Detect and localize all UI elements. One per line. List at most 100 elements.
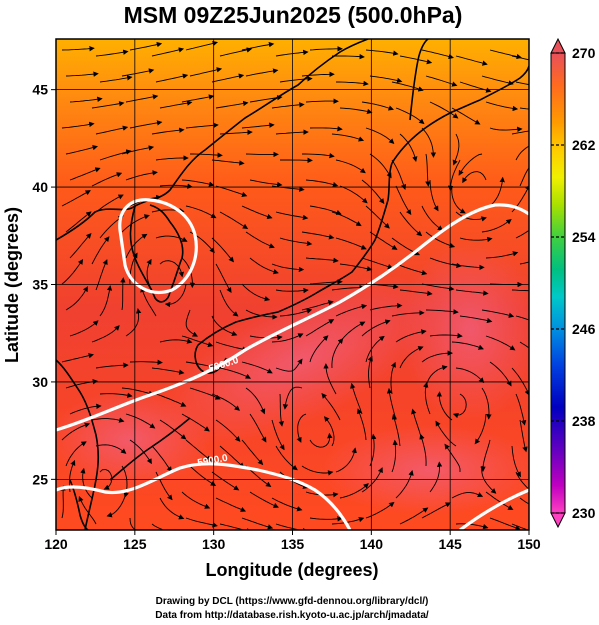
latitude-tick-labels: 25 30 35 40 45	[32, 82, 56, 487]
streamline	[140, 286, 157, 317]
streamline	[519, 497, 529, 505]
streamline	[185, 361, 219, 370]
height-contour-5900	[56, 198, 529, 530]
streamline	[159, 338, 193, 344]
streamline	[279, 308, 313, 317]
streamline	[249, 491, 279, 508]
streamline	[151, 445, 172, 473]
streamline	[99, 285, 113, 317]
streamline	[425, 153, 431, 187]
streamline	[91, 172, 123, 187]
streamline	[339, 483, 369, 499]
streamline	[65, 71, 99, 77]
streamline	[69, 403, 102, 415]
streamline	[296, 413, 307, 443]
streamline	[452, 393, 467, 419]
streamline	[361, 179, 385, 205]
streamline	[395, 263, 428, 276]
streamline	[164, 283, 187, 308]
streamline	[367, 355, 373, 389]
streamline	[241, 517, 274, 530]
streamline	[219, 211, 249, 229]
streamline	[99, 149, 132, 161]
streamline	[185, 205, 217, 219]
streamline	[515, 315, 529, 321]
streamline	[275, 49, 309, 57]
streamline	[481, 75, 514, 86]
streamline	[305, 179, 339, 188]
streamline	[215, 419, 241, 442]
streamline	[452, 133, 460, 166]
streamline	[361, 101, 394, 111]
streamline	[391, 310, 425, 317]
streamline	[159, 497, 185, 520]
streamline	[275, 287, 309, 294]
streamline	[155, 393, 187, 407]
warm-patch-south	[320, 425, 529, 515]
streamline	[369, 75, 403, 83]
colorbar-tick-262: 262	[572, 137, 596, 153]
streamline	[151, 367, 185, 375]
streamline	[323, 363, 337, 395]
streamline	[511, 367, 529, 396]
colorbar-tick-246: 246	[572, 321, 596, 337]
lon-tick-150: 150	[517, 536, 541, 552]
streamline	[451, 492, 484, 499]
streamline	[335, 303, 368, 317]
streamline	[91, 236, 110, 265]
streamline	[481, 465, 497, 494]
streamline	[275, 211, 309, 221]
streamline	[425, 309, 459, 315]
streamline	[61, 45, 95, 52]
x-axis-label: Longitude (degrees)	[205, 560, 378, 580]
streamline	[219, 523, 252, 530]
streamline	[481, 218, 512, 233]
streamline	[280, 157, 313, 164]
streamline	[159, 260, 185, 278]
streamline	[61, 353, 94, 363]
streamline	[391, 81, 424, 92]
streamline	[301, 300, 334, 311]
streamline	[215, 497, 247, 512]
y-axis-label: Latitude (degrees)	[2, 207, 22, 363]
streamline	[485, 251, 519, 259]
streamline	[462, 171, 487, 184]
streamline	[365, 501, 395, 519]
streamline	[331, 517, 365, 525]
streamline	[189, 465, 217, 486]
streamline	[331, 133, 365, 142]
streamline	[455, 55, 488, 66]
streamline	[275, 358, 303, 372]
streamline	[241, 361, 273, 374]
streamline	[331, 211, 362, 227]
streamline	[125, 94, 159, 103]
credit-data-source: Data from http://database.rish.kyoto-u.a…	[155, 610, 429, 621]
lat-tick-25: 25	[32, 471, 48, 487]
streamline	[151, 127, 185, 135]
streamline	[321, 393, 341, 421]
streamline	[369, 433, 377, 467]
streamline	[515, 81, 529, 86]
streamline	[69, 233, 92, 259]
streamline	[309, 205, 342, 215]
streamline	[399, 55, 433, 65]
streamline	[309, 335, 329, 363]
streamline	[429, 179, 439, 212]
streamline	[301, 465, 334, 476]
streamline	[480, 439, 491, 472]
streamline	[249, 257, 279, 275]
colorbar-tick-270: 270	[572, 45, 596, 61]
streamline	[515, 145, 529, 161]
streamline	[485, 101, 519, 112]
streamline	[159, 100, 193, 109]
streamline	[519, 261, 529, 265]
streamline	[395, 470, 414, 499]
streamline	[511, 445, 521, 478]
streamline	[399, 289, 433, 297]
streamline	[159, 183, 193, 189]
streamline	[95, 259, 108, 291]
streamline	[211, 237, 234, 263]
streamline	[399, 507, 429, 525]
streamline	[190, 152, 223, 158]
streamline	[215, 100, 249, 109]
